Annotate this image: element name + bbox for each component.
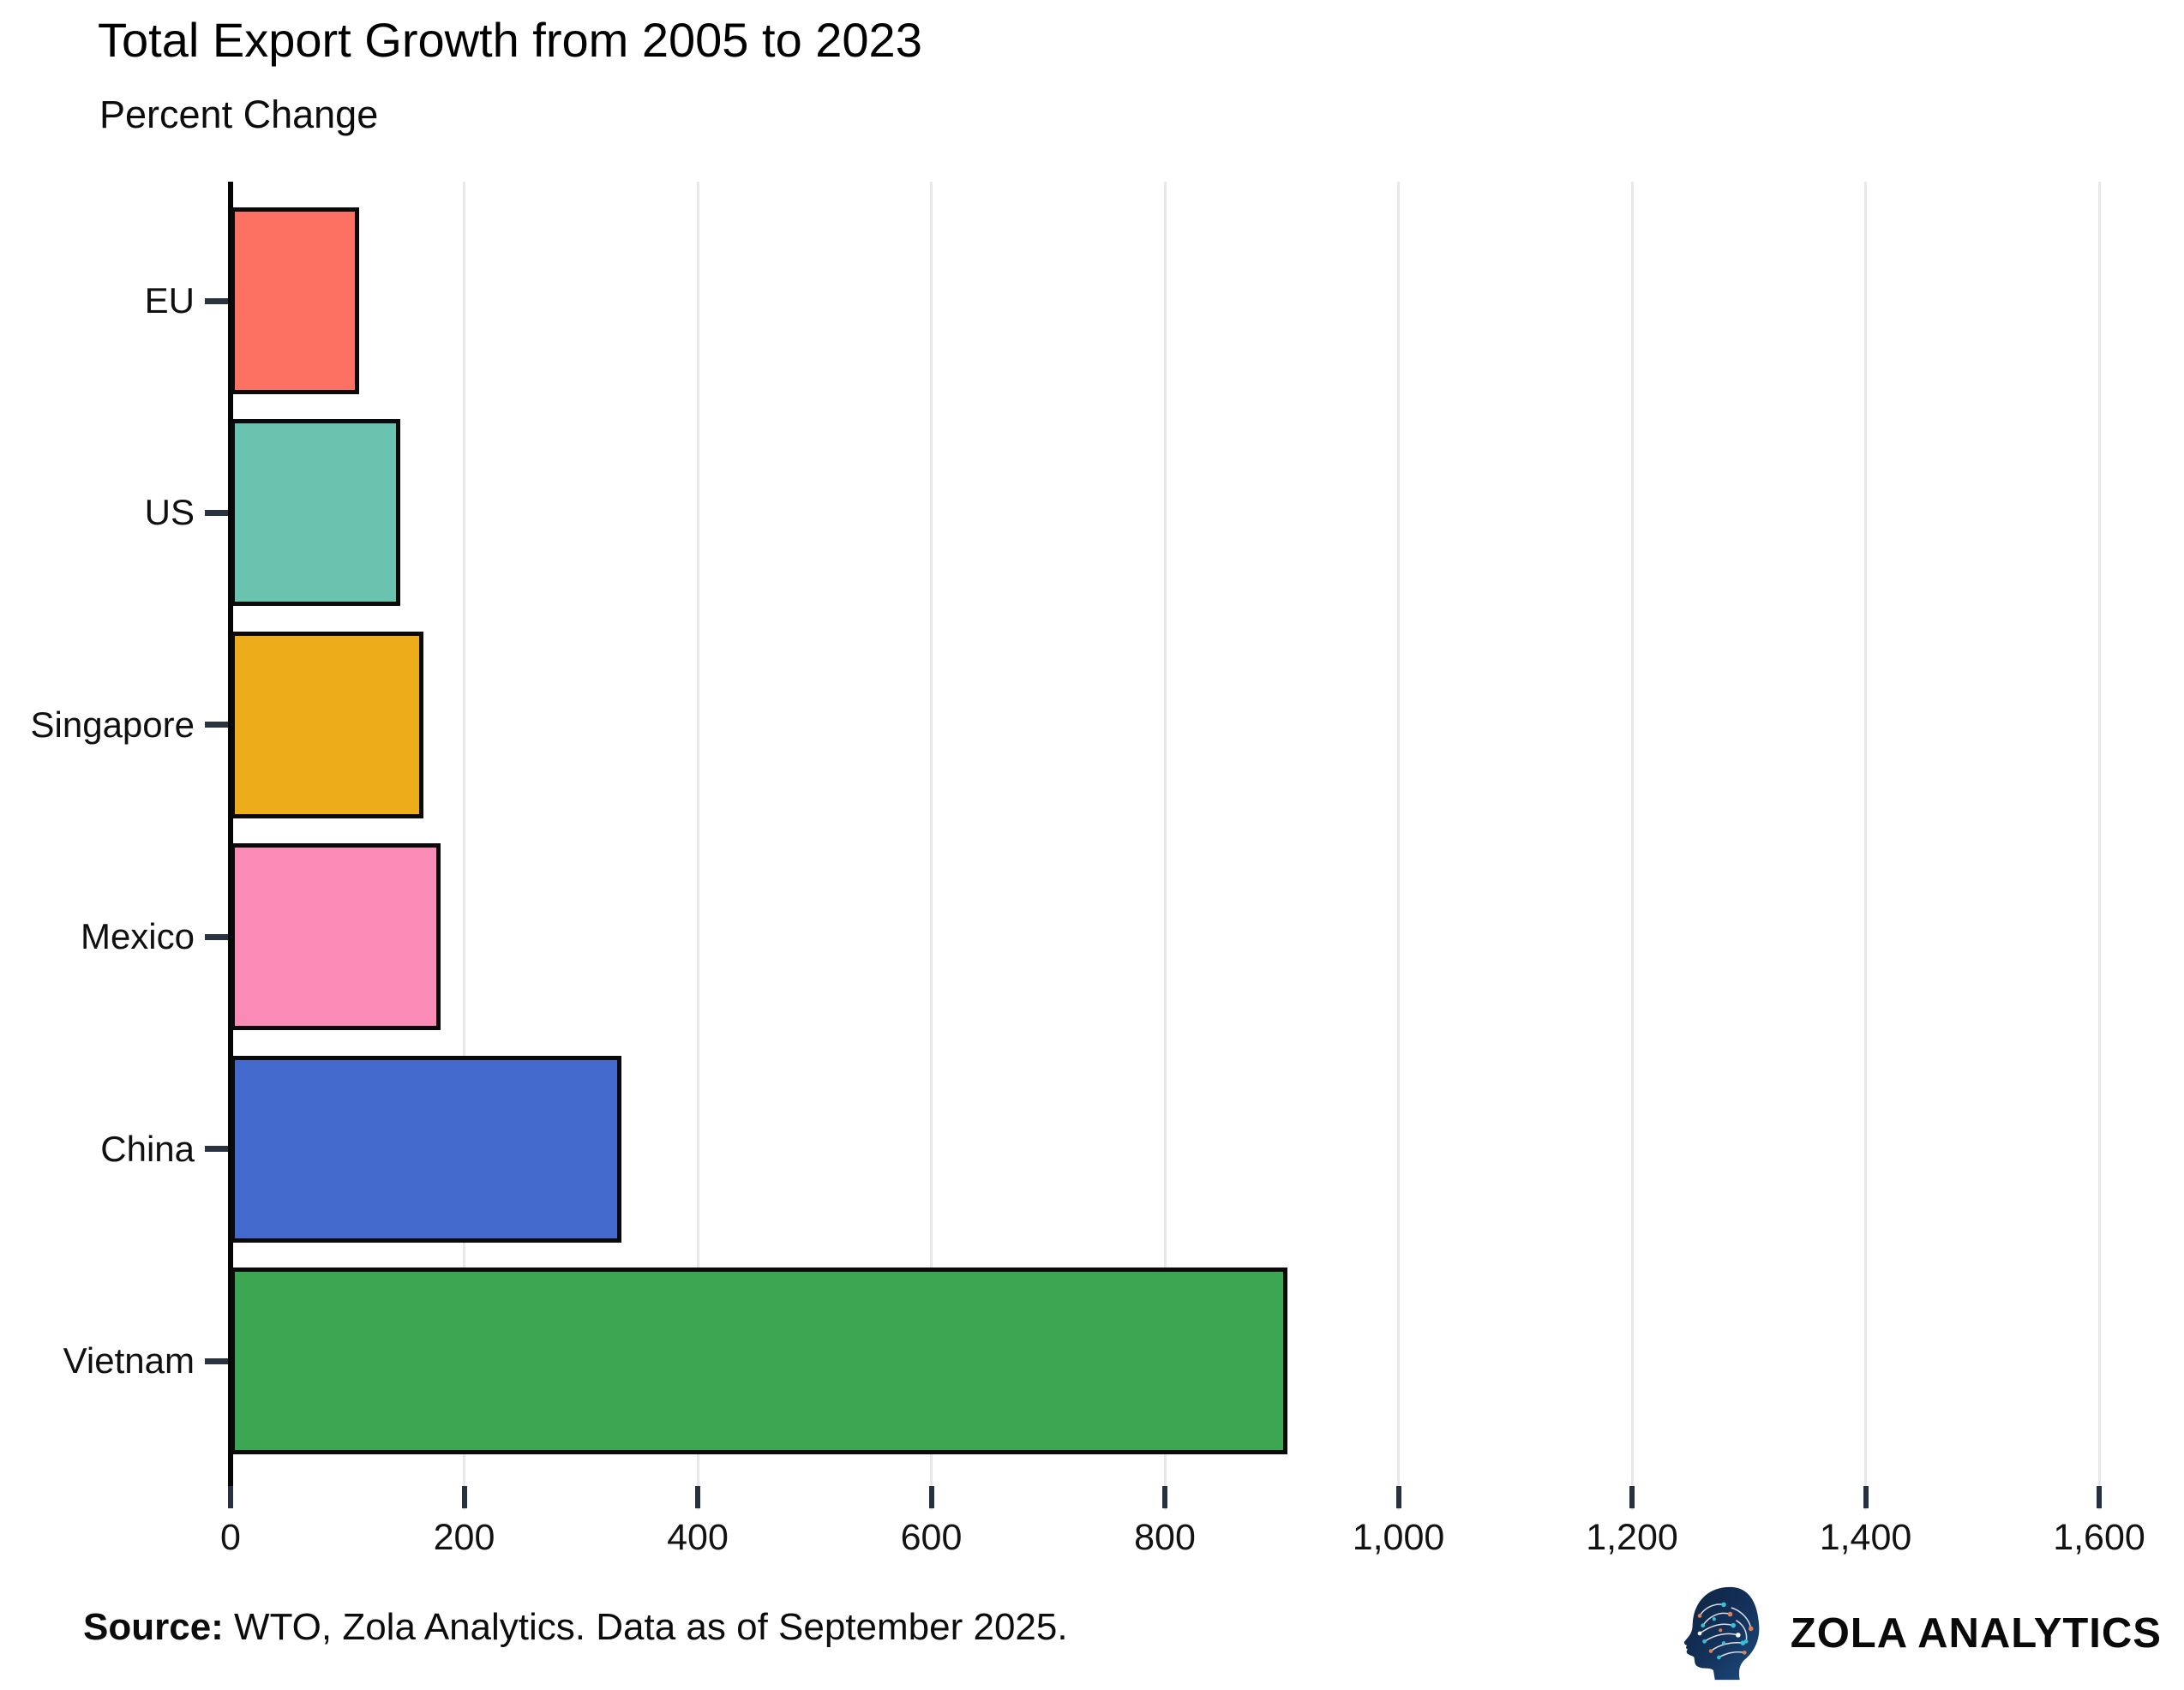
y-axis-label-china: China [100,1128,195,1169]
circuit-head-icon [1683,1586,1760,1681]
gridline-x-800 [1163,182,1167,1510]
bar-vietnam [231,1268,1288,1454]
y-axis-label-mexico: Mexico [80,916,195,957]
y-axis-tick-mexico [205,933,228,940]
x-axis-tick-0 [228,1486,233,1508]
x-axis-label-1400: 1,400 [1819,1517,1912,1558]
brand-lockup: ZOLA ANALYTICS [1676,1584,2162,1683]
bar-eu [231,207,359,394]
x-axis-label-1200: 1,200 [1586,1517,1678,1558]
source-note: Source: WTO, Zola Analytics. Data as of … [83,1606,1068,1649]
y-axis-tick-china [205,1146,228,1153]
chart-subtitle: Percent Change [99,93,379,136]
circuit-dots [1697,1602,1754,1660]
x-axis-tick-800 [1162,1486,1167,1508]
y-axis-tick-eu [205,297,228,304]
x-axis-tick-1000 [1395,1486,1401,1508]
x-axis-label-1000: 1,000 [1352,1517,1445,1558]
bar-mexico [231,843,441,1031]
brand-name: ZOLA ANALYTICS [1790,1610,2162,1657]
gridline-x-200 [463,182,465,1510]
y-axis-label-eu: EU [144,280,195,321]
x-axis-label-800: 800 [1134,1517,1196,1558]
gridline-x-600 [930,182,933,1510]
y-axis-tick-vietnam [205,1357,228,1364]
x-axis-tick-1400 [1863,1486,1869,1508]
plot-area: 0 200 400 600 800 1,000 1,200 1,400 1,600 EU US Sin… [31,182,2145,1558]
x-axis-tick-1200 [1629,1486,1635,1508]
y-axis-label-us: US [144,492,195,533]
gridline-x-1400 [1864,182,1867,1510]
y-axis-tick-us [205,509,228,516]
bar-us [231,419,400,607]
x-axis-tick-200 [461,1486,467,1508]
x-axis-tick-400 [695,1486,700,1508]
gridline-x-400 [696,182,699,1510]
x-axis-label-200: 200 [433,1517,495,1558]
x-axis-tick-1600 [2097,1486,2102,1508]
y-axis-label-vietnam: Vietnam [63,1340,195,1381]
bar-singapore [231,631,423,818]
x-axis-label-400: 400 [667,1517,729,1558]
chart-title: Total Export Growth from 2005 to 2023 [98,13,922,67]
bar-china [231,1055,622,1243]
y-axis-label-singapore: Singapore [30,704,195,745]
x-axis-label-1600: 1,600 [2053,1517,2145,1558]
head-silhouette [1683,1586,1760,1681]
source-label: Source: [83,1606,224,1648]
y-axis-spine [228,182,233,1486]
x-axis-label-600: 600 [900,1517,963,1558]
x-axis-tick-600 [928,1486,934,1508]
gridline-x-1200 [1630,182,1634,1510]
source-text: WTO, Zola Analytics. Data as of Septembe… [223,1606,1068,1648]
gridline-x-1600 [2097,182,2101,1510]
x-axis-label-0: 0 [220,1517,241,1558]
y-axis-tick-singapore [205,722,228,728]
gridline-x-1000 [1397,182,1400,1510]
